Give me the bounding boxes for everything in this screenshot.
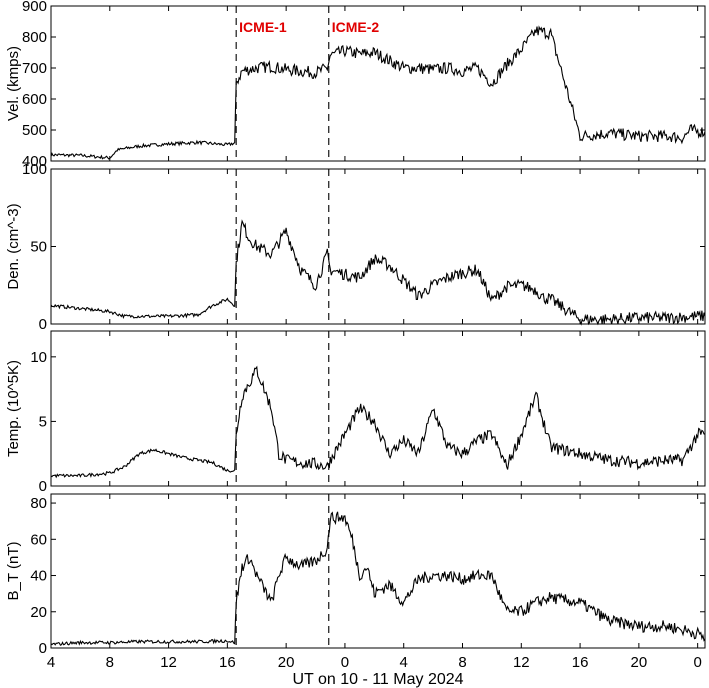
data-series-line — [50, 511, 706, 646]
event-label-icme-2: ICME-2 — [332, 19, 380, 35]
y-axis-label: Temp. (10^5K) — [5, 360, 22, 457]
x-axis-label: UT on 10 - 11 May 2024 — [292, 671, 463, 688]
data-series-line — [50, 365, 706, 479]
panel-2: 0 50 100 Den. (cm^-3) — [5, 161, 706, 333]
y-axis-label: B_T (nT) — [5, 542, 22, 601]
x-tick-label: 12 — [160, 654, 177, 671]
x-tick-label: 8 — [106, 654, 114, 671]
x-tick-label: 4 — [400, 654, 408, 671]
y-tick-label: 800 — [22, 29, 47, 46]
x-tick-label: 20 — [631, 654, 648, 671]
panel-1: 400 500 600 700 800 900 Vel. (kmps) — [5, 0, 706, 170]
y-tick-label: 500 — [22, 122, 47, 139]
y-tick-label: 60 — [30, 531, 47, 548]
y-axis-label: Den. (cm^-3) — [5, 203, 22, 289]
y-tick-label: 5 — [39, 413, 47, 430]
x-tick-label: 16 — [219, 654, 236, 671]
x-tick-label: 16 — [572, 654, 589, 671]
y-tick-label: 50 — [30, 239, 47, 256]
data-series-line — [50, 25, 706, 160]
panel-frame — [50, 168, 706, 325]
x-tick-label: 0 — [693, 654, 701, 671]
x-tick-label: 0 — [341, 654, 349, 671]
y-tick-label: 900 — [22, 0, 47, 15]
y-tick-label: 0 — [39, 640, 47, 657]
panel-3: 0 5 10 Temp. (10^5K) — [5, 330, 706, 495]
y-tick-label: 600 — [22, 91, 47, 108]
y-tick-label: 0 — [39, 478, 47, 495]
data-series-line — [50, 219, 706, 326]
panel-frame — [50, 330, 706, 487]
y-tick-label: 100 — [22, 161, 47, 178]
y-tick-label: 20 — [30, 604, 47, 621]
panel-frame — [50, 493, 706, 649]
x-tick-label: 4 — [47, 654, 55, 671]
x-tick-label: 8 — [458, 654, 466, 671]
y-tick-label: 0 — [39, 316, 47, 333]
event-label-icme-1: ICME-1 — [239, 19, 287, 35]
x-tick-label: 12 — [513, 654, 530, 671]
x-tick-label: 20 — [278, 654, 295, 671]
y-tick-label: 700 — [22, 60, 47, 77]
panel-frame — [50, 5, 706, 162]
panel-4: 0 20 40 60 80 B_T (nT) — [5, 493, 706, 657]
y-axis-label: Vel. (kmps) — [5, 46, 22, 121]
y-tick-label: 10 — [30, 349, 47, 366]
y-tick-label: 80 — [30, 495, 47, 512]
y-tick-label: 400 — [22, 153, 47, 170]
y-tick-label: 40 — [30, 568, 47, 585]
